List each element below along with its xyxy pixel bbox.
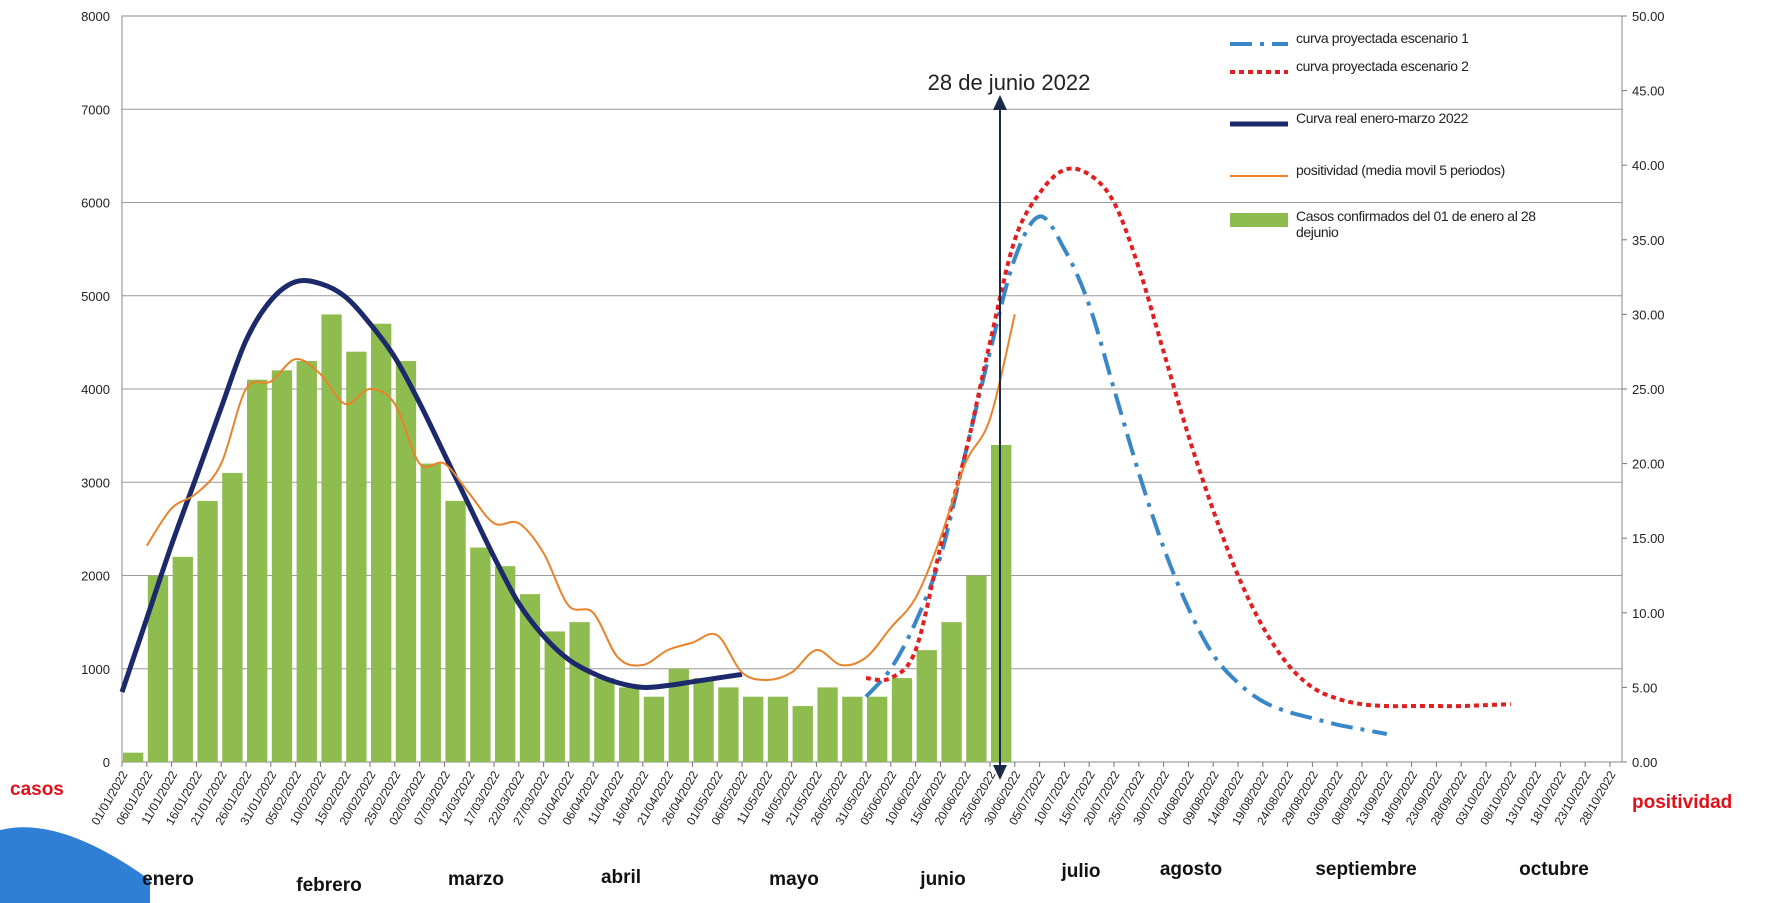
y2-tick-label: 35.00 (1632, 233, 1665, 248)
y-tick-label: 6000 (81, 196, 110, 211)
bar (619, 687, 640, 762)
legend-label: Casos confirmados del 01 de enero al 28 … (1296, 208, 1536, 240)
bar (519, 594, 541, 762)
y2-tick-label: 15.00 (1632, 531, 1665, 546)
month-label: enero (142, 869, 194, 890)
bar (172, 556, 193, 762)
legend-entry: Casos confirmados del 01 de enero al 28 … (1228, 208, 1568, 240)
bar (371, 323, 392, 762)
month-label: agosto (1160, 859, 1222, 880)
month-label: junio (919, 869, 965, 890)
y2-tick-label: 50.00 (1632, 9, 1665, 24)
bar (395, 361, 417, 762)
bar (569, 622, 590, 762)
y2-tick-label: 5.00 (1632, 680, 1657, 695)
legend-entry: curva proyectada escenario 1 (1228, 30, 1568, 56)
legend-label: curva proyectada escenario 1 (1296, 30, 1469, 46)
y2-tick-label: 45.00 (1632, 84, 1665, 99)
legend-entry: Curva real enero-marzo 2022 (1228, 110, 1568, 136)
y-tick-label: 1000 (81, 662, 110, 677)
bar (147, 575, 169, 762)
decoration (0, 827, 150, 903)
bar (296, 361, 317, 762)
annotation: 28 de junio 2022 (928, 70, 1091, 95)
bar (668, 668, 689, 762)
y-tick-label: 7000 (81, 102, 110, 117)
month-label: mayo (769, 869, 819, 890)
month-label: febrero (296, 875, 361, 896)
month-label: marzo (448, 869, 504, 890)
y2-tick-label: 0.00 (1632, 755, 1657, 770)
bar (643, 696, 665, 762)
bar (321, 314, 342, 762)
line (145, 314, 1016, 681)
y-axis-label: casos (10, 779, 64, 800)
bar (743, 696, 764, 762)
y2-tick-label: 20.00 (1632, 457, 1665, 472)
month-label: julio (1060, 861, 1100, 882)
bar (916, 650, 937, 762)
bar (271, 370, 293, 762)
line (865, 166, 1511, 709)
y2-tick-label: 40.00 (1632, 158, 1665, 173)
y2-tick-label: 25.00 (1632, 382, 1665, 397)
legend-swatch (1230, 175, 1288, 177)
legend-entry: curva proyectada escenario 2 (1228, 58, 1568, 84)
bar (594, 678, 615, 762)
bar (817, 687, 838, 762)
bar (966, 575, 987, 762)
bar (693, 678, 714, 762)
bar (346, 351, 367, 762)
y-tick-label: 0 (103, 755, 110, 770)
bar (470, 547, 491, 762)
bar (420, 463, 441, 762)
legend-swatch (1230, 42, 1288, 46)
y-tick-label: 4000 (81, 382, 110, 397)
y2-tick-label: 30.00 (1632, 307, 1665, 322)
bar (247, 379, 268, 762)
y2-tick-label: 10.00 (1632, 606, 1665, 621)
bar (544, 631, 565, 762)
legend-label: Curva real enero-marzo 2022 (1296, 110, 1469, 126)
month-label: septiembre (1315, 859, 1416, 880)
y-tick-label: 5000 (81, 289, 110, 304)
bar (991, 444, 1012, 762)
month-label: abril (601, 867, 641, 888)
legend-label: positividad (media movil 5 periodos) (1296, 162, 1505, 178)
bar (767, 696, 789, 762)
bar (123, 752, 144, 762)
bar (792, 706, 813, 762)
y-tick-label: 3000 (81, 475, 110, 490)
bar (197, 500, 218, 762)
bar (495, 566, 516, 762)
bar (445, 500, 466, 762)
arrow-head (993, 765, 1007, 780)
bar (222, 472, 243, 762)
legend-swatch (1230, 70, 1288, 74)
bar (718, 687, 739, 762)
line (119, 277, 743, 693)
bar (842, 696, 863, 762)
legend-swatch-mark (1230, 213, 1288, 227)
arrow-head (993, 95, 1007, 110)
y-tick-label: 8000 (81, 9, 110, 24)
bar (941, 622, 962, 762)
legend-label: curva proyectada escenario 2 (1296, 58, 1469, 74)
legend-swatch (1230, 121, 1288, 127)
y-tick-label: 2000 (81, 569, 110, 584)
month-label: octubre (1519, 859, 1589, 880)
y2-axis-label: positividad (1632, 792, 1732, 813)
bar (867, 696, 888, 762)
bar (891, 678, 913, 762)
legend-entry: positividad (media movil 5 periodos) (1228, 162, 1568, 188)
legend: curva proyectada escenario 1 curva proyec… (1228, 30, 1568, 240)
legend-swatch (1230, 213, 1288, 227)
